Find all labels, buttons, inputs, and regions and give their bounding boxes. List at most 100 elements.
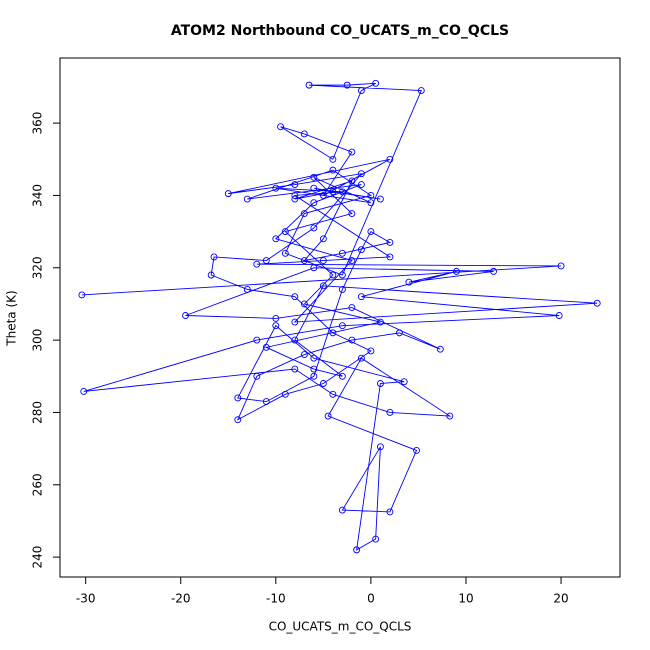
data-point <box>446 412 454 420</box>
x-tick-label: 0 <box>367 592 375 606</box>
data-point <box>281 249 289 257</box>
data-point <box>272 314 280 322</box>
data-point <box>413 446 420 454</box>
data-point <box>300 351 308 359</box>
data-point <box>329 188 337 196</box>
data-point <box>224 190 232 198</box>
data-point <box>436 345 444 353</box>
y-tick-label: 340 <box>31 184 45 207</box>
data-point <box>319 282 327 290</box>
data-point <box>281 390 289 398</box>
data-point <box>348 148 356 156</box>
x-axis-label: CO_UCATS_m_CO_QCLS <box>269 620 412 634</box>
data-point <box>376 318 384 326</box>
data-point <box>319 257 327 264</box>
data-point <box>310 372 318 380</box>
data-point <box>324 412 332 420</box>
data-point <box>367 347 375 355</box>
data-point <box>207 271 215 279</box>
data-point <box>329 329 337 337</box>
data-point <box>593 299 601 307</box>
data-point <box>291 365 299 373</box>
data-point <box>338 322 346 330</box>
x-tick-label: -30 <box>76 592 96 606</box>
data-point <box>357 87 365 95</box>
data-point <box>555 312 563 319</box>
data-point <box>262 398 270 406</box>
data-point <box>78 291 86 299</box>
data-point <box>386 253 394 261</box>
data-point <box>376 443 384 451</box>
data-point <box>277 123 285 131</box>
data-point <box>386 508 394 516</box>
data-point <box>272 235 280 243</box>
data-point <box>338 249 346 257</box>
data-point <box>262 343 270 351</box>
data-point <box>417 87 425 95</box>
x-tick-label: -20 <box>171 592 191 606</box>
data-point <box>243 195 251 203</box>
y-tick-label: 320 <box>31 256 45 279</box>
data-point <box>338 372 346 380</box>
data-point <box>253 372 261 380</box>
data-point <box>300 130 308 138</box>
data-point <box>395 329 403 337</box>
data-point <box>291 191 299 199</box>
data-point <box>272 184 280 192</box>
data-point <box>329 390 337 398</box>
x-tick-label: 20 <box>553 592 568 606</box>
data-point <box>357 170 365 178</box>
data-point <box>357 246 365 254</box>
data-point <box>291 318 299 326</box>
data-point <box>490 267 497 275</box>
data-point <box>300 210 308 217</box>
data-point <box>348 336 356 344</box>
data-point <box>348 177 356 185</box>
data-point <box>329 166 337 174</box>
data-point <box>367 191 375 199</box>
data-point <box>357 293 365 301</box>
data-point <box>357 354 365 362</box>
data-point <box>372 79 380 87</box>
data-point <box>182 312 189 319</box>
data-point <box>367 199 375 207</box>
data-point <box>367 228 375 236</box>
y-tick-label: 280 <box>31 401 45 424</box>
data-point <box>243 286 251 293</box>
data-point <box>253 260 261 268</box>
data-point <box>291 336 299 344</box>
data-point <box>291 195 299 203</box>
data-point <box>300 300 308 308</box>
data-point <box>291 181 299 189</box>
data-point <box>310 173 318 181</box>
data-point <box>376 195 384 203</box>
data-point <box>281 228 289 236</box>
data-point <box>453 267 460 275</box>
x-tick-label: 10 <box>458 592 473 606</box>
data-point <box>348 257 356 264</box>
data-point <box>386 155 394 163</box>
data-point <box>338 506 346 514</box>
data-point <box>210 253 218 261</box>
data-point <box>305 81 313 89</box>
data-point <box>319 235 327 243</box>
data-point <box>372 535 380 543</box>
data-point <box>338 188 346 196</box>
data-point <box>300 257 308 264</box>
data-point <box>319 380 327 387</box>
data-point <box>557 262 565 270</box>
data-point <box>234 416 242 424</box>
data-point <box>329 271 337 279</box>
y-tick-label: 240 <box>31 546 45 569</box>
data-point <box>291 293 299 301</box>
data-point <box>338 286 346 293</box>
data-point <box>343 81 351 89</box>
y-tick-label: 300 <box>31 329 45 352</box>
data-point <box>262 257 270 264</box>
data-point <box>386 408 394 416</box>
data-point <box>272 322 280 330</box>
data-point <box>348 210 356 217</box>
y-tick-label: 360 <box>31 112 45 135</box>
y-axis-label: Theta (K) <box>5 290 19 346</box>
